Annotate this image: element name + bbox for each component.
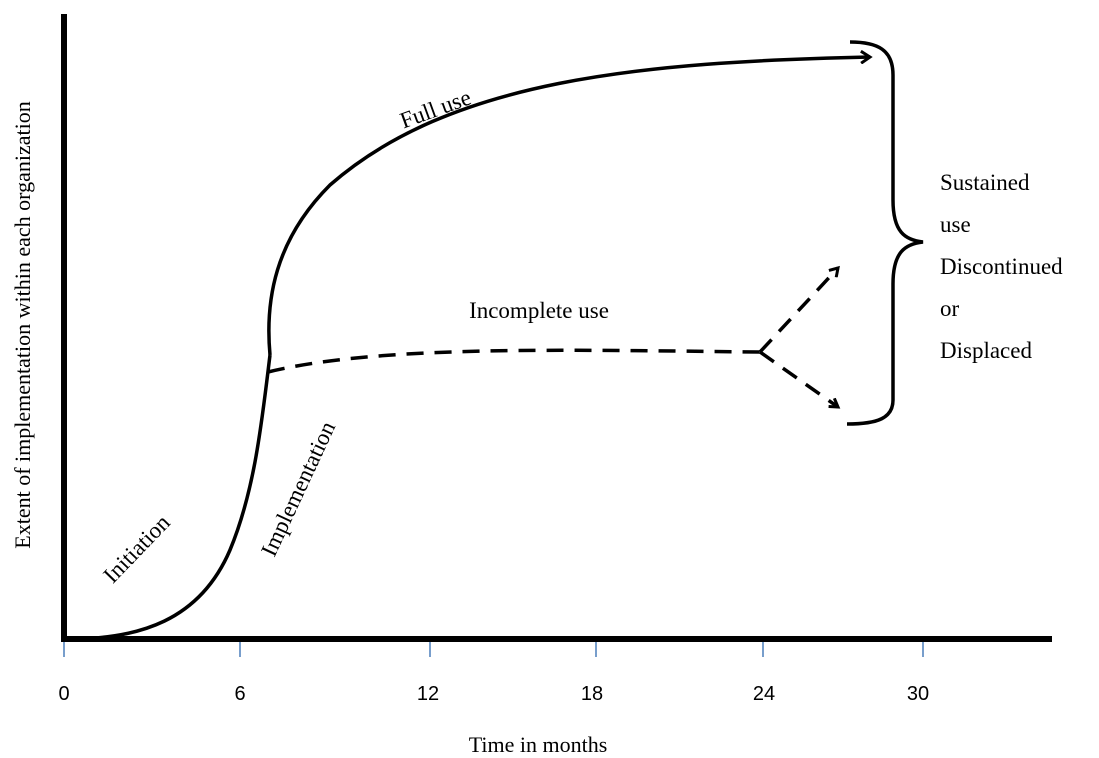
outcome-label: Displaced: [940, 338, 1032, 363]
incomplete-use-label: Incomplete use: [469, 298, 609, 323]
x-tick-label: 18: [581, 683, 603, 705]
outcome-brace: [846, 40, 924, 426]
implementation-label: Implementation: [256, 417, 340, 560]
full-use-label: Full use: [397, 85, 475, 134]
outcome-label: or: [940, 296, 960, 321]
outcome-label: use: [940, 212, 971, 237]
x-tick-label: 0: [58, 683, 69, 705]
fork-arrow-down: [758, 350, 838, 407]
x-tick-label: 24: [753, 683, 775, 705]
x-tick-label: 6: [234, 683, 245, 705]
adoption-s-curve: [63, 354, 272, 641]
incomplete-use-curve: [267, 348, 761, 374]
x-tick-label: 30: [907, 683, 929, 705]
x-axis-title: Time in months: [469, 732, 608, 757]
fork-arrow-up: [758, 268, 838, 354]
x-tick-label: 12: [417, 683, 439, 705]
full-use-curve: [267, 57, 870, 356]
initiation-label: Initiation: [98, 509, 175, 587]
outcome-label: Sustained: [940, 170, 1030, 195]
outcome-label: Discontinued: [940, 254, 1063, 279]
y-axis-title: Extent of implementation within each org…: [10, 101, 35, 548]
x-axis-ticks: [63, 642, 924, 657]
